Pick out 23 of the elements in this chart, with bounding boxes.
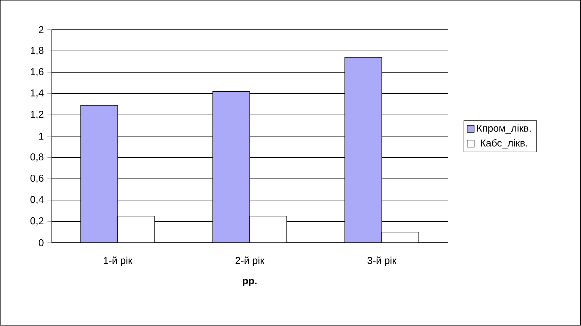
y-tick-label: 0,6: [30, 174, 44, 184]
bar: [80, 105, 118, 244]
legend-label: Кпром_лікв.: [477, 124, 531, 134]
x-tick-label: 3-й рік: [368, 256, 397, 266]
x-axis-title: рр.: [243, 279, 257, 287]
bar: [118, 216, 156, 244]
y-tick-label: 0,4: [30, 196, 44, 205]
y-tick-label: 0: [39, 240, 44, 247]
y-tick-label: 1,8: [31, 47, 44, 56]
y-tick-label: 2: [39, 26, 44, 34]
bar: [212, 91, 250, 244]
bar: [344, 57, 382, 244]
bar: [382, 232, 420, 244]
x-tick-label: 1-й рік: [104, 256, 133, 266]
y-tick-label: 0,2: [30, 218, 44, 226]
y-tick-label: 1,4: [31, 90, 44, 98]
y-tick-label: 0,8: [30, 154, 44, 162]
bar: [250, 216, 288, 244]
y-tick-label: 1: [39, 133, 44, 140]
x-tick-label: 2-й рік: [236, 256, 265, 266]
text: Кабс_лікв.: [481, 139, 528, 149]
y-tick-label: 1,2: [31, 111, 44, 120]
y-tick-label: 1,6: [31, 68, 44, 77]
